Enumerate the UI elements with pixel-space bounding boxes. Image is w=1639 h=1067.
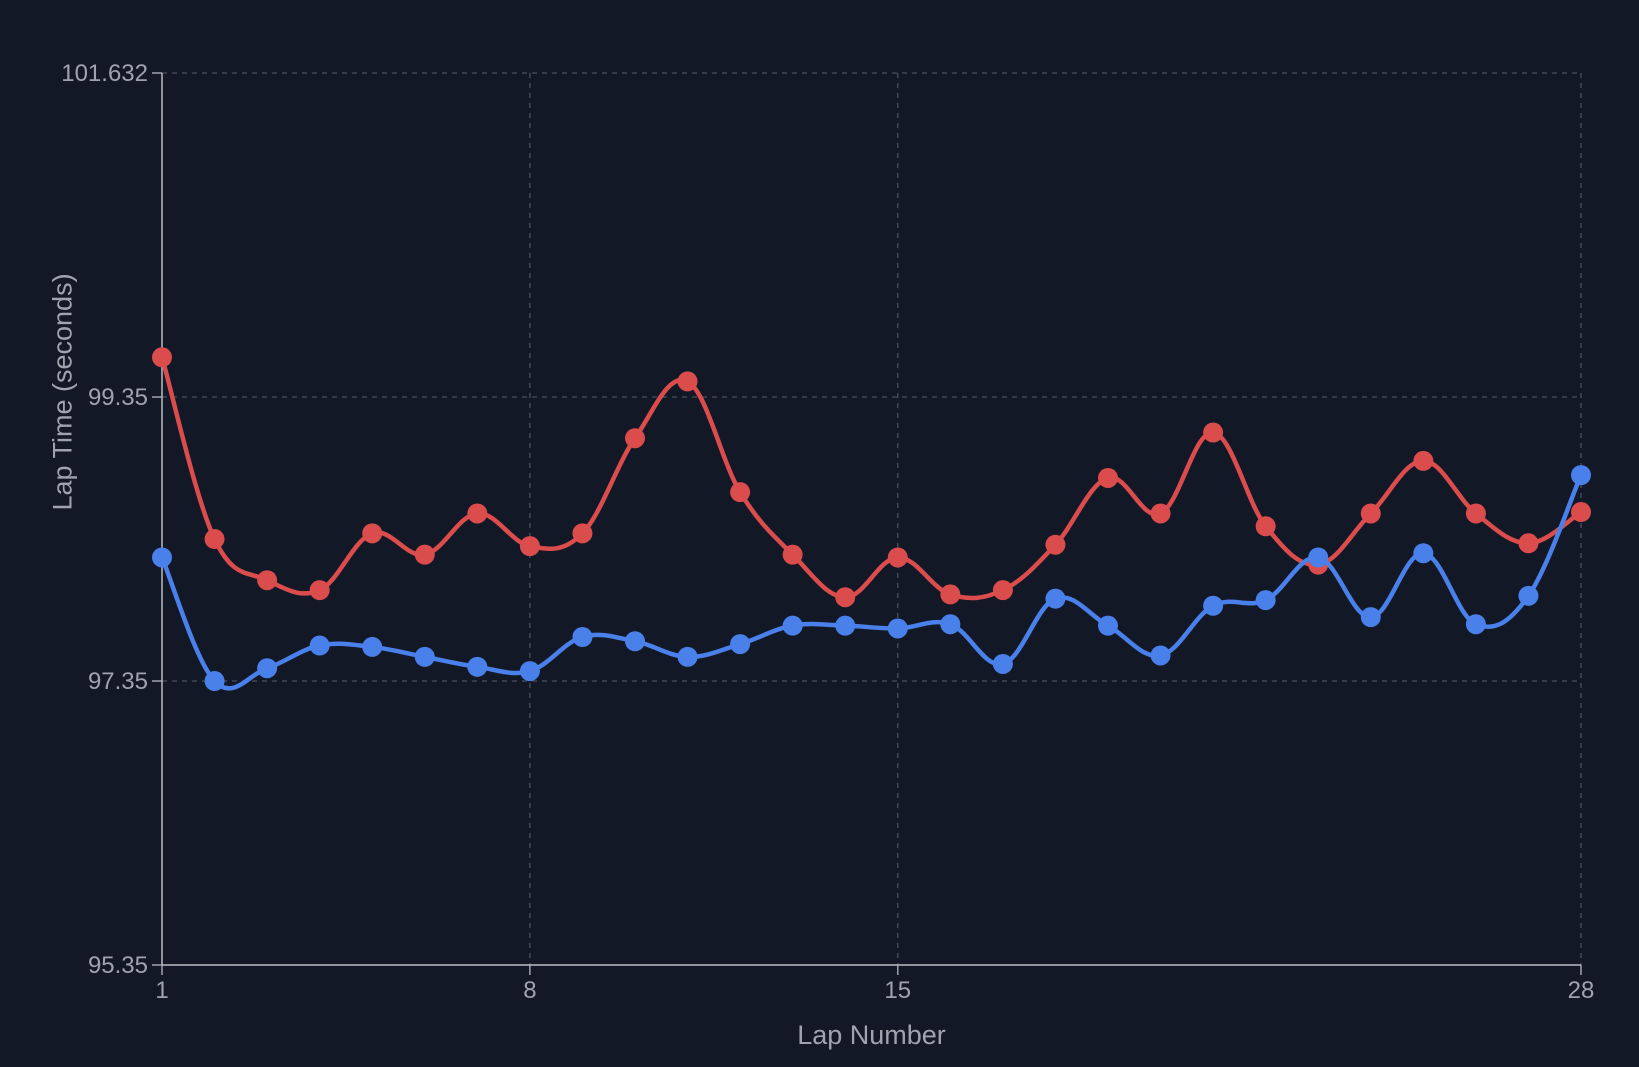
x-axis-title: Lap Number xyxy=(797,1020,946,1050)
data-point[interactable] xyxy=(835,615,856,636)
data-point[interactable] xyxy=(887,547,908,568)
data-point[interactable] xyxy=(152,347,172,368)
data-point[interactable] xyxy=(572,523,593,544)
data-point[interactable] xyxy=(1255,516,1276,537)
y-axis-title: Lap Time (seconds) xyxy=(47,273,77,510)
y-tick-label: 101.632 xyxy=(61,60,148,87)
data-point[interactable] xyxy=(1150,645,1171,666)
data-point[interactable] xyxy=(1203,422,1224,443)
data-point[interactable] xyxy=(940,584,961,605)
data-point[interactable] xyxy=(519,536,540,557)
data-point[interactable] xyxy=(1098,615,1118,636)
data-point[interactable] xyxy=(1571,465,1591,486)
data-point[interactable] xyxy=(992,580,1013,601)
data-point[interactable] xyxy=(467,656,488,677)
data-point[interactable] xyxy=(1571,502,1591,523)
data-point[interactable] xyxy=(1360,607,1381,628)
data-point[interactable] xyxy=(625,428,645,449)
axes xyxy=(152,72,1582,975)
data-point[interactable] xyxy=(730,634,751,655)
data-point[interactable] xyxy=(1150,503,1171,524)
data-point[interactable] xyxy=(257,658,278,679)
y-tick-label: 95.35 xyxy=(88,952,148,979)
data-point[interactable] xyxy=(940,614,961,635)
data-point[interactable] xyxy=(1465,503,1486,524)
data-point[interactable] xyxy=(1203,595,1224,616)
data-point[interactable] xyxy=(1045,534,1066,555)
data-point[interactable] xyxy=(992,653,1013,674)
x-tick-label: 15 xyxy=(884,977,911,1004)
x-tick-label: 8 xyxy=(523,977,536,1004)
data-point[interactable] xyxy=(414,544,435,565)
data-point[interactable] xyxy=(1308,547,1329,568)
grid xyxy=(162,72,1582,965)
data-point[interactable] xyxy=(572,626,593,647)
data-point[interactable] xyxy=(677,371,698,392)
data-point[interactable] xyxy=(362,523,383,544)
x-tick-label: 28 xyxy=(1568,977,1595,1004)
data-point[interactable] xyxy=(1098,467,1118,488)
data-point[interactable] xyxy=(1413,450,1434,471)
series-2 xyxy=(152,465,1591,692)
data-point[interactable] xyxy=(519,661,540,682)
data-point[interactable] xyxy=(677,646,698,667)
data-point[interactable] xyxy=(152,547,172,568)
tick-labels: 95.35 97.35 99.35 101.632 1 8 15 28 xyxy=(61,60,1594,1004)
data-point[interactable] xyxy=(1360,503,1381,524)
x-tick-label: 1 xyxy=(155,977,168,1004)
data-point[interactable] xyxy=(625,631,645,652)
data-point[interactable] xyxy=(730,482,751,503)
data-point[interactable] xyxy=(835,587,856,608)
data-point[interactable] xyxy=(204,671,225,692)
data-point[interactable] xyxy=(887,618,908,639)
data-point[interactable] xyxy=(782,544,803,565)
data-point[interactable] xyxy=(204,529,225,550)
data-point[interactable] xyxy=(1518,533,1539,554)
data-point[interactable] xyxy=(414,646,435,667)
data-point[interactable] xyxy=(257,570,278,591)
data-point[interactable] xyxy=(1045,588,1066,609)
series-line xyxy=(159,355,1584,601)
y-tick-label: 97.35 xyxy=(88,668,148,695)
data-point[interactable] xyxy=(362,636,383,657)
data-point[interactable] xyxy=(309,635,330,656)
y-tick-label: 99.35 xyxy=(88,384,148,411)
data-point[interactable] xyxy=(467,503,488,524)
data-point[interactable] xyxy=(1518,585,1539,606)
data-point[interactable] xyxy=(309,580,330,601)
data-point[interactable] xyxy=(1465,614,1486,635)
series xyxy=(152,347,1591,692)
data-point[interactable] xyxy=(1255,590,1276,611)
data-point[interactable] xyxy=(782,615,803,636)
data-point[interactable] xyxy=(1413,543,1434,564)
series-1 xyxy=(152,347,1591,608)
